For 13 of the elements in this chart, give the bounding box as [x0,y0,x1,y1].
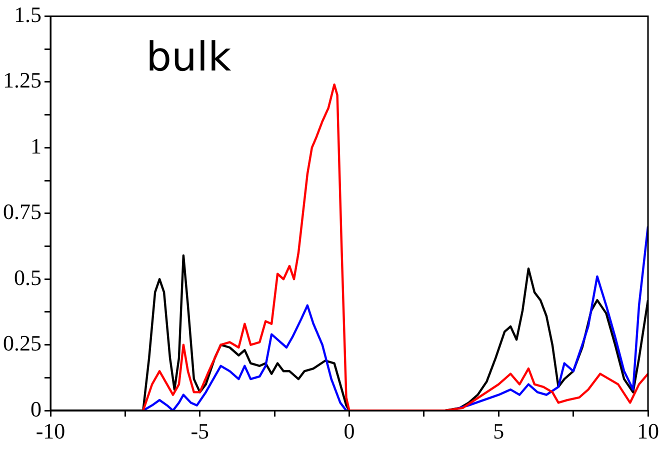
x-tick-label: -5 [190,418,210,444]
y-tick-label: 1.25 [3,68,42,93]
y-tick-label: 0 [30,396,42,422]
x-tick-label: 0 [344,418,355,444]
x-tick-label: 5 [493,418,504,444]
x-tick-label: -10 [36,418,66,444]
y-tick-label: 1.5 [14,2,42,27]
y-tick-label: 0.25 [3,330,42,356]
y-tick-label: 0.5 [14,264,42,290]
x-tick-label: 10 [637,418,659,444]
y-tick-label: 1 [30,133,42,158]
annotation: bulk [146,34,232,80]
y-tick-label: 0.75 [3,199,42,224]
